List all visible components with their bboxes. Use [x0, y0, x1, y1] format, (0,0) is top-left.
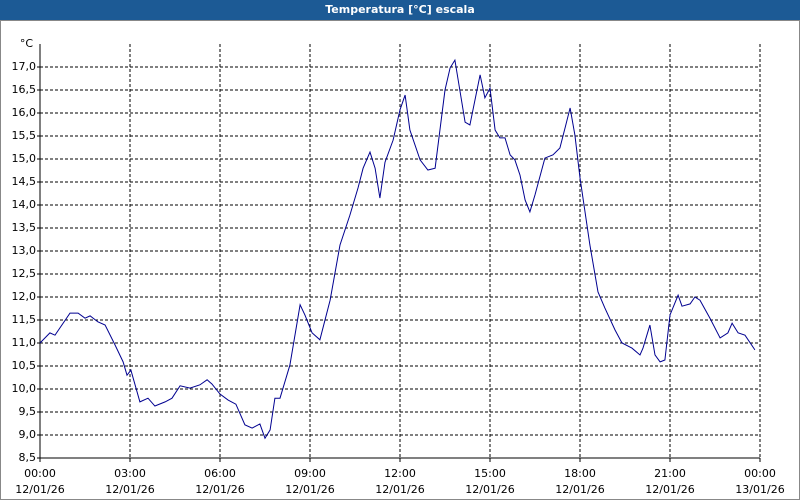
x-tick-date: 12/01/26 [195, 483, 244, 496]
x-tick-label: 15:00 [474, 467, 506, 480]
data-line [39, 58, 756, 440]
y-tick-label: 11,5 [12, 313, 37, 326]
x-tick-label: 00:00 [744, 467, 776, 480]
x-tick-date: 12/01/26 [105, 483, 154, 496]
x-tick-label: 00:00 [24, 467, 56, 480]
y-tick-label: 10,5 [12, 359, 37, 372]
x-tick-label: 09:00 [294, 467, 326, 480]
y-tick-label: 16,0 [12, 106, 37, 119]
y-axis-label: °C [20, 37, 34, 50]
y-tick-label: 9,0 [19, 428, 37, 441]
y-tick-label: 10,0 [12, 382, 37, 395]
x-tick-date: 12/01/26 [285, 483, 334, 496]
y-tick-label: 9,5 [19, 405, 37, 418]
y-tick-label: 16,5 [12, 83, 37, 96]
x-tick-date: 12/01/26 [555, 483, 604, 496]
x-tick-date: 12/01/26 [645, 483, 694, 496]
x-tick-date: 12/01/26 [465, 483, 514, 496]
x-tick-date: 12/01/26 [15, 483, 64, 496]
y-tick-label: 15,0 [12, 152, 37, 165]
chart-title: Temperatura [°C] escala [325, 3, 475, 16]
x-tick-date: 12/01/26 [375, 483, 424, 496]
y-tick-label: 13,5 [12, 221, 37, 234]
x-tick-label: 03:00 [114, 467, 146, 480]
y-tick-label: 15,5 [12, 129, 37, 142]
x-tick-label: 18:00 [564, 467, 596, 480]
y-tick-label: 8,5 [19, 451, 37, 464]
title-bar [0, 0, 800, 20]
x-tick-label: 12:00 [384, 467, 416, 480]
y-tick-label: 13,0 [12, 244, 37, 257]
y-tick-label: 17,0 [12, 60, 37, 73]
y-tick-label: 11,0 [12, 336, 37, 349]
y-tick-label: 12,0 [12, 290, 37, 303]
y-tick-label: 14,5 [12, 175, 37, 188]
x-tick-date: 13/01/26 [735, 483, 784, 496]
x-tick-label: 21:00 [654, 467, 686, 480]
x-tick-label: 06:00 [204, 467, 236, 480]
y-tick-label: 14,0 [12, 198, 37, 211]
y-tick-label: 12,5 [12, 267, 37, 280]
